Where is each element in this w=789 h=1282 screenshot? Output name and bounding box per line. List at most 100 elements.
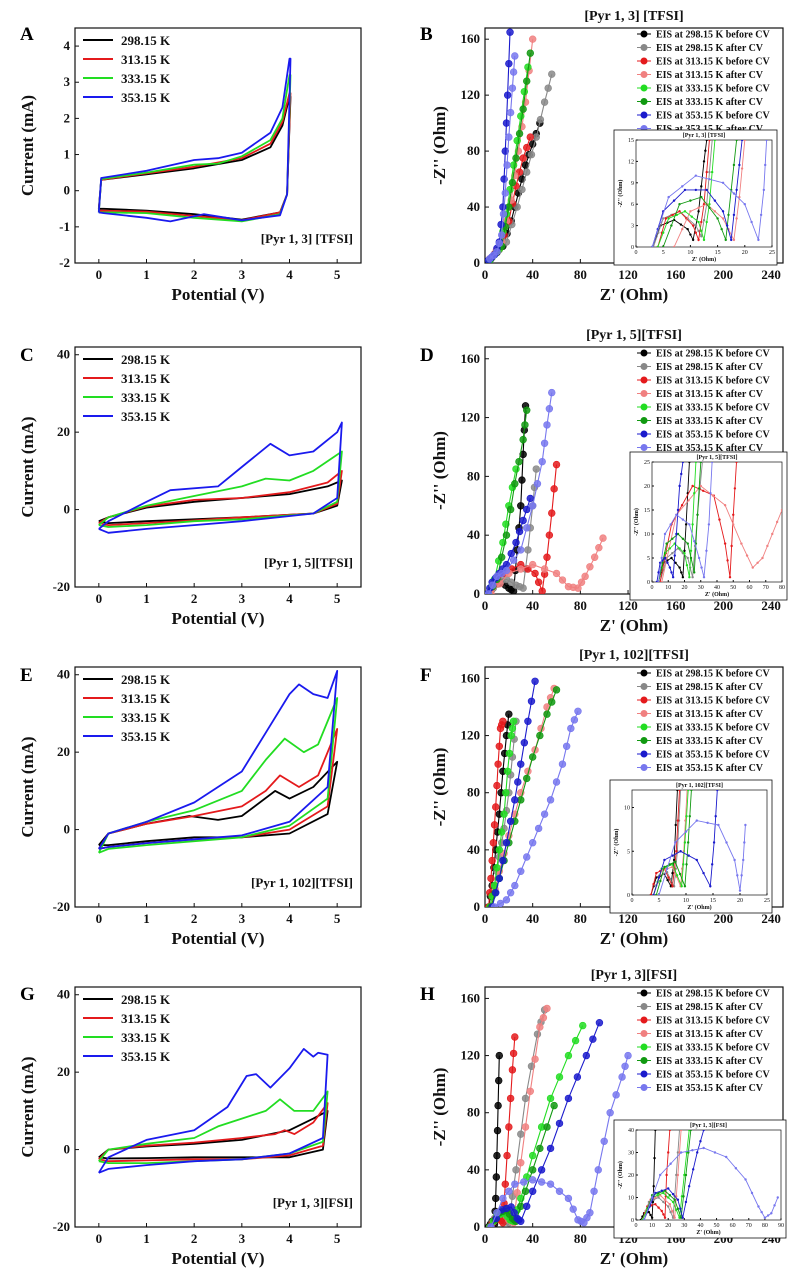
data-point — [505, 1187, 513, 1195]
data-point — [490, 903, 499, 907]
plot-area — [97, 670, 339, 854]
inset-data-point — [670, 224, 673, 227]
legend-label: EIS at 298.15 K after CV — [656, 682, 764, 693]
inset-data-point — [661, 559, 664, 562]
legend-label: 313.15 K — [121, 371, 171, 386]
data-point — [590, 1187, 598, 1195]
legend-marker — [640, 44, 648, 51]
y-tick-label: -20 — [53, 1219, 70, 1234]
x-tick-label: 50 — [730, 585, 736, 591]
inset-data-point — [680, 885, 683, 888]
data-point — [487, 874, 495, 883]
data-point — [487, 1223, 495, 1227]
inset-data-point — [732, 213, 736, 217]
data-point — [558, 760, 567, 768]
inset-data-point — [675, 213, 678, 217]
legend-label: EIS at 353.15 K after CV — [656, 443, 764, 454]
data-point — [499, 717, 507, 725]
inset-data-point — [684, 1173, 688, 1177]
inset-y-label: -Z'' (Ohm) — [617, 1161, 624, 1189]
data-point — [612, 1091, 620, 1099]
inset-data-point — [682, 1195, 685, 1198]
panel-G: G 0 1 2 3 4 5 -20 0 20 40 Potential (V) Current (mA)… — [18, 984, 362, 1268]
legend-marker — [640, 403, 648, 411]
inset-y-label: -Z'' (Ohm) — [613, 829, 620, 857]
data-point — [507, 549, 515, 558]
inset-data-point — [654, 1191, 657, 1195]
data-point — [503, 161, 511, 169]
inset-data-point — [720, 227, 723, 231]
data-point — [506, 505, 515, 514]
inset-data-point — [668, 1203, 672, 1206]
data-point — [526, 49, 534, 57]
panel-label: F — [420, 665, 432, 686]
inset-data-point — [662, 1213, 665, 1216]
data-point — [512, 538, 520, 547]
y-axis-label: -Z'' (Ohm) — [430, 106, 449, 185]
inset-data-point — [655, 893, 658, 895]
inset-data-point — [665, 867, 669, 870]
inset-data-point — [764, 163, 767, 167]
y-tick-label: 0 — [474, 586, 481, 601]
legend-label: 353.15 K — [121, 409, 171, 424]
inset-data-point — [750, 1191, 754, 1195]
inset-data-point — [663, 532, 667, 536]
inset-data-point — [685, 863, 688, 866]
plot-area — [98, 1048, 329, 1174]
inset-data-point — [661, 561, 664, 564]
data-point — [505, 710, 513, 718]
inset-data-point — [775, 520, 779, 524]
y-tick-label: 40 — [467, 527, 480, 542]
data-point — [581, 572, 589, 581]
inset-data-point — [669, 523, 672, 526]
data-point — [582, 1051, 591, 1060]
inset-x-label: Z' (Ohm) — [705, 591, 729, 598]
data-point — [618, 1073, 626, 1081]
data-point — [515, 527, 524, 536]
data-point — [523, 853, 531, 861]
data-point — [523, 1202, 531, 1210]
inset-data-point — [691, 1149, 694, 1152]
inset-data-point — [666, 561, 669, 564]
inset-data-point — [672, 245, 676, 247]
inset-data-point — [663, 858, 666, 862]
inset-x-label: Z' (Ohm) — [687, 904, 711, 911]
inset-data-point — [676, 508, 680, 512]
y-tick-label: -2 — [59, 255, 70, 270]
inset-B: 0 5 10 15 20 25 0 3 6 9 12 15 [Pyr 1, 3] [TFSI] Z' (O… — [613, 129, 778, 266]
x-tick-label: 1 — [143, 911, 150, 926]
data-point — [539, 1014, 548, 1022]
data-point — [501, 147, 509, 155]
data-point — [501, 1180, 509, 1188]
inset-data-point — [675, 513, 678, 516]
data-point — [493, 864, 501, 872]
inset-data-point — [675, 874, 679, 877]
inset-data-point — [740, 874, 743, 877]
x-tick-label: 20 — [665, 1223, 671, 1229]
inset-data-point — [683, 552, 686, 555]
x-tick-label: 4 — [286, 591, 293, 606]
inset-data-point — [757, 1205, 760, 1208]
data-point — [569, 1205, 577, 1213]
x-tick-label: 0 — [482, 1231, 489, 1246]
inset-data-point — [723, 504, 727, 507]
x-tick-label: 15 — [710, 898, 716, 904]
series-line — [97, 95, 292, 221]
series-line — [98, 450, 343, 528]
plot-area — [485, 1004, 632, 1227]
data-point — [517, 565, 525, 573]
inset-data-point — [675, 850, 678, 853]
x-tick-label: 60 — [730, 1223, 736, 1229]
data-point — [545, 405, 554, 413]
inset-data-point — [678, 547, 681, 550]
inset-data-point — [679, 850, 682, 853]
data-point — [543, 710, 551, 718]
data-point — [505, 59, 513, 68]
data-point — [518, 476, 526, 484]
inset-data-point — [683, 210, 687, 213]
inset-data-point — [713, 1151, 717, 1154]
x-tick-label: 40 — [526, 911, 539, 926]
series-line — [98, 421, 343, 534]
inset-data-point — [697, 229, 700, 233]
inset-data-point — [681, 518, 685, 521]
